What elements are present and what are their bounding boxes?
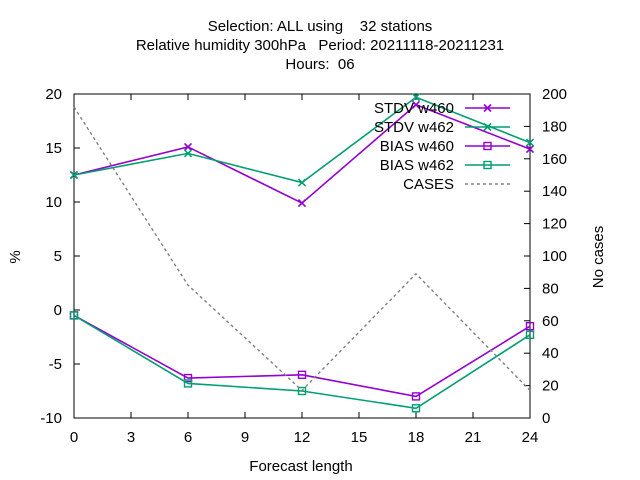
legend-entry: BIAS w462: [380, 157, 510, 174]
y2-tick-label: 100: [542, 248, 567, 265]
legend-label: CASES: [403, 176, 454, 193]
data-point: [183, 149, 193, 158]
y2-tick-label: 140: [542, 183, 567, 200]
chart-title-line-1: Selection: ALL using 32 stations: [207, 18, 433, 35]
legend-marker: [483, 141, 492, 151]
legend-label: BIAS w460: [380, 138, 454, 155]
data-point: [411, 392, 421, 401]
y2-tick-label: 120: [542, 216, 567, 233]
series-bias-w460: [69, 311, 535, 401]
chart-title-line-2: Relative humidity 300hPa Period: 2021111…: [135, 37, 505, 54]
legend-entry: STDV w460: [374, 100, 510, 117]
legend-marker: [483, 122, 492, 132]
legend-entry: CASES: [403, 176, 510, 193]
series-line: [73, 103, 531, 205]
y2-tick-label: 180: [542, 118, 567, 135]
y-tick-label: 20: [45, 86, 62, 103]
y2-tick-label: 200: [542, 86, 567, 103]
series-bias-w462: [69, 311, 535, 413]
legend-label: STDV w460: [374, 100, 454, 117]
series-line: [73, 106, 531, 392]
data-point: [411, 100, 421, 109]
data-point: [297, 199, 307, 208]
y2-tick-label: 20: [542, 378, 559, 395]
data-point: [411, 404, 421, 413]
y-tick-label: -5: [49, 356, 62, 373]
data-point: [183, 142, 193, 151]
x-axis-label: Forecast length: [249, 458, 352, 475]
y2-tick-label: 60: [542, 313, 559, 330]
legend-label: BIAS w462: [380, 157, 454, 174]
axes-layer: 0 3 6 9 12 15 18 21 24-10-5051015200204060801001…: [40, 86, 567, 446]
series-cases: [73, 106, 531, 392]
x-tick-label: 0: [70, 429, 78, 446]
x-tick-label: 3: [127, 429, 135, 446]
data-point: [183, 373, 193, 383]
x-tick-label: 24: [522, 429, 539, 446]
y2-tick-label: 80: [542, 280, 559, 297]
legend-marker: [483, 160, 492, 170]
series-line: [73, 96, 531, 184]
legend-marker: [483, 103, 492, 113]
series-stdv-w462: [69, 93, 535, 187]
series-line: [73, 314, 531, 398]
data-point: [411, 93, 421, 102]
y-tick-label: 5: [54, 248, 62, 265]
y2-tick-label: 40: [542, 345, 559, 362]
legend: STDV w460 STDV w462 BIAS w460 BIAS w462 CASE…: [374, 100, 510, 193]
legend-label: STDV w462: [374, 119, 454, 136]
data-point: [297, 370, 307, 379]
data-point: [525, 330, 535, 340]
data-point: [183, 379, 193, 388]
x-tick-label: 9: [241, 429, 249, 446]
y-tick-label: 10: [45, 194, 62, 211]
legend-entry: BIAS w460: [380, 138, 510, 155]
data-point: [297, 178, 307, 187]
x-tick-label: 18: [408, 429, 425, 446]
data-point: [525, 138, 535, 147]
x-tick-label: 12: [294, 429, 311, 446]
plot-frame: [73, 93, 531, 419]
y2-tick-label: 160: [542, 151, 567, 168]
data-point: [525, 145, 535, 154]
chart-title-line-3: Hours: 06: [285, 56, 355, 73]
series-layer: [69, 93, 535, 413]
y2-tick-label: 0: [542, 410, 550, 427]
y-tick-label: 0: [54, 302, 62, 319]
x-tick-label: 15: [351, 429, 368, 446]
data-point: [297, 386, 307, 396]
data-point: [69, 311, 79, 320]
y2-axis-label: No cases: [590, 226, 607, 289]
legend-entry: STDV w462: [374, 119, 510, 136]
data-point: [69, 170, 79, 180]
y-tick-label: -10: [40, 410, 62, 427]
y-tick-label: 15: [45, 140, 62, 157]
y-axis-label: %: [7, 250, 24, 263]
data-point: [525, 322, 535, 331]
x-tick-label: 6: [184, 429, 192, 446]
x-tick-label: 21: [465, 429, 482, 446]
